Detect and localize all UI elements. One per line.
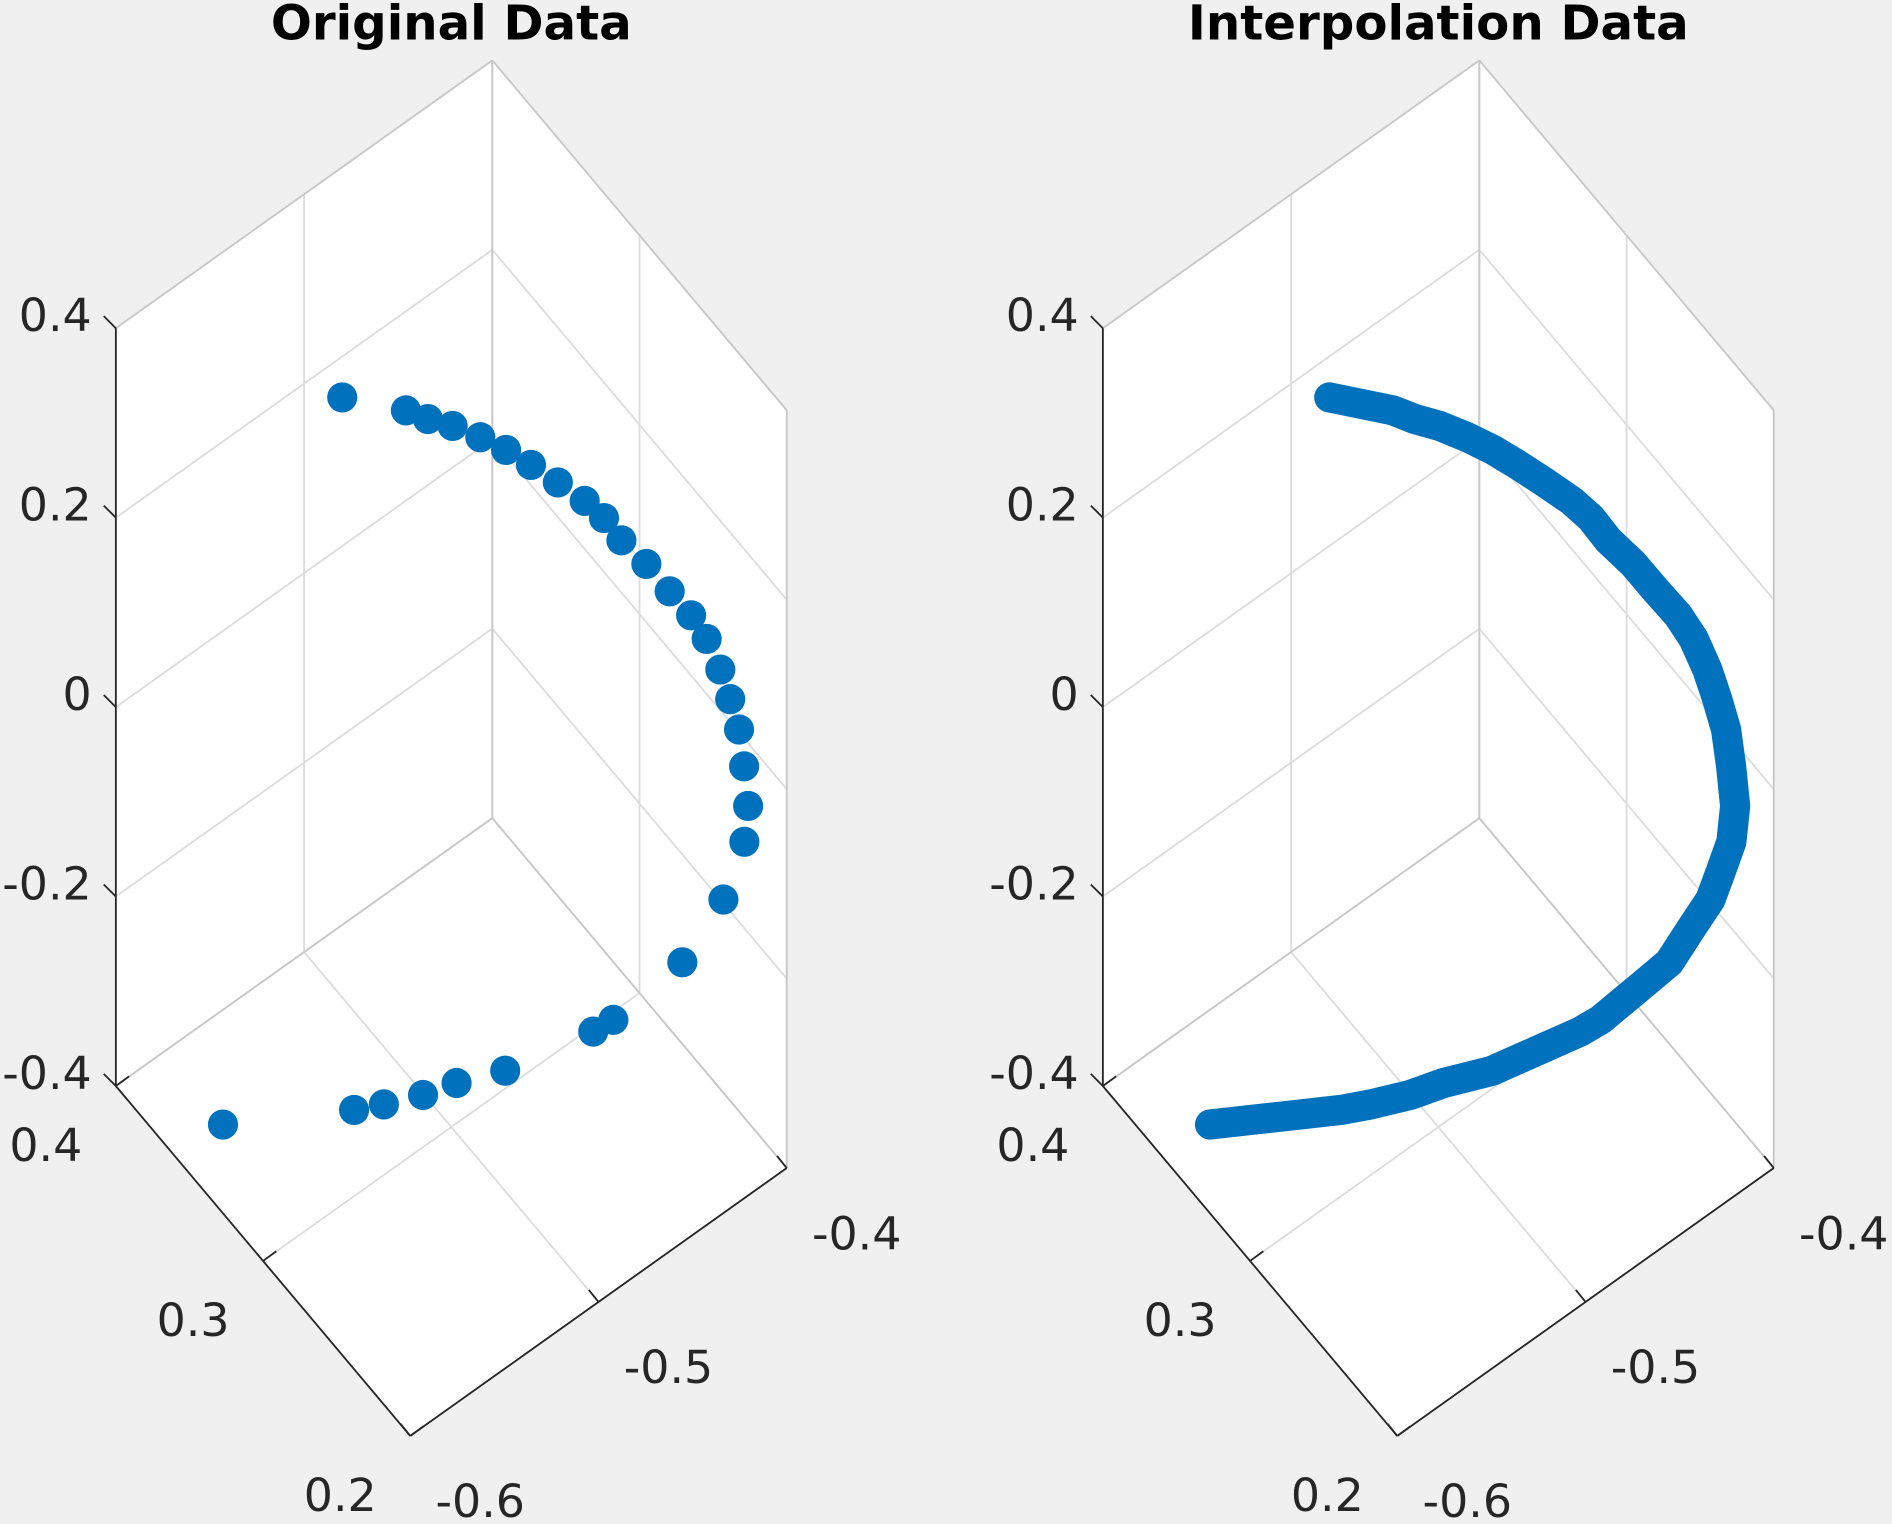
x-tick bbox=[399, 1423, 411, 1437]
z-tick-label: 0 bbox=[63, 667, 92, 721]
subplot: -0.4 -0.2 0 0.2 0.4 0.2 0.3 0.4 -0.6 -0.5 -0.4 Orig… bbox=[2, 0, 901, 1524]
point bbox=[465, 422, 496, 453]
box-edge bbox=[491, 817, 788, 1169]
y-tick bbox=[262, 1250, 277, 1262]
x-tick bbox=[1386, 1423, 1398, 1437]
z-tick bbox=[103, 504, 117, 519]
axes-pane bbox=[1102, 60, 1774, 1436]
box-edge bbox=[1102, 59, 1480, 329]
point bbox=[490, 434, 522, 465]
z-tick bbox=[103, 694, 117, 708]
point bbox=[691, 623, 722, 655]
z-tick bbox=[1090, 315, 1104, 329]
y-tick bbox=[115, 1075, 130, 1087]
point bbox=[705, 654, 736, 685]
x-tick bbox=[588, 1289, 600, 1303]
z-tick bbox=[1090, 504, 1104, 519]
x-tick-label: -0.5 bbox=[624, 1340, 713, 1394]
point bbox=[368, 1089, 399, 1120]
x-tick bbox=[1575, 1289, 1587, 1303]
z-tick bbox=[1090, 1073, 1104, 1087]
y-tick bbox=[409, 1425, 425, 1437]
y-tick-label: 0.3 bbox=[157, 1293, 230, 1347]
y-tick bbox=[1102, 1075, 1117, 1087]
point bbox=[569, 485, 600, 516]
z-tick-label: -0.4 bbox=[2, 1046, 91, 1100]
point bbox=[631, 548, 662, 579]
x-tick bbox=[776, 1155, 788, 1169]
point bbox=[729, 826, 760, 857]
point bbox=[588, 502, 620, 534]
chart-title: Original Data bbox=[271, 0, 632, 52]
y-tick-label: 0.2 bbox=[1291, 1468, 1364, 1522]
x-tick-label: -0.6 bbox=[436, 1474, 525, 1524]
point bbox=[338, 1094, 370, 1126]
point bbox=[723, 714, 755, 745]
z-tick-label: 0.2 bbox=[19, 478, 92, 532]
x-tick-label: -0.6 bbox=[1423, 1474, 1512, 1524]
z-tick-label: 0.2 bbox=[1006, 478, 1079, 532]
point bbox=[542, 467, 573, 498]
z-tick bbox=[1090, 883, 1104, 898]
y-tick-label: 0.4 bbox=[9, 1118, 82, 1172]
chart-title: Interpolation Data bbox=[1188, 0, 1689, 52]
curve bbox=[1194, 382, 1751, 1140]
axes-pane bbox=[115, 60, 787, 1436]
x-tick-label: -0.5 bbox=[1611, 1340, 1700, 1394]
y-tick-label: 0.3 bbox=[1144, 1293, 1217, 1347]
point bbox=[578, 1016, 609, 1047]
point bbox=[437, 410, 468, 442]
point bbox=[708, 884, 739, 915]
point bbox=[407, 1079, 439, 1111]
z-tick-label: 0 bbox=[1050, 667, 1079, 721]
x-tick-label: -0.4 bbox=[812, 1206, 901, 1260]
box-edge bbox=[115, 817, 493, 1087]
box-edge bbox=[1102, 817, 1480, 1087]
point bbox=[207, 1109, 239, 1140]
point bbox=[654, 576, 685, 607]
z-tick-label: 0.4 bbox=[19, 288, 92, 342]
z-tick bbox=[1090, 694, 1104, 708]
box-edge bbox=[115, 59, 493, 329]
point bbox=[515, 449, 547, 481]
z-tick-label: -0.2 bbox=[989, 856, 1078, 910]
x-tick bbox=[1763, 1155, 1775, 1169]
point bbox=[327, 382, 358, 413]
point bbox=[715, 684, 746, 715]
subplot: -0.4 -0.2 0 0.2 0.4 0.2 0.3 0.4 -0.6 -0.5 -0.4 Inte… bbox=[989, 0, 1888, 1524]
y-tick-label: 0.4 bbox=[996, 1118, 1069, 1172]
box-edge bbox=[491, 59, 788, 411]
z-tick bbox=[103, 315, 117, 329]
z-tick bbox=[103, 1073, 117, 1087]
z-tick bbox=[103, 883, 117, 898]
point bbox=[667, 947, 698, 978]
point bbox=[412, 403, 444, 435]
y-tick-label: 0.2 bbox=[304, 1468, 377, 1522]
point bbox=[729, 751, 760, 782]
x-tick-label: -0.4 bbox=[1799, 1206, 1888, 1260]
grid-line bbox=[262, 992, 641, 1262]
box-edge bbox=[1478, 59, 1775, 411]
y-tick bbox=[1249, 1250, 1264, 1262]
point bbox=[606, 525, 637, 556]
point bbox=[441, 1067, 472, 1099]
y-tick bbox=[1396, 1425, 1412, 1437]
point bbox=[676, 600, 707, 631]
point bbox=[490, 1055, 521, 1086]
z-tick-label: -0.2 bbox=[2, 856, 91, 910]
point bbox=[733, 790, 764, 822]
z-tick-label: 0.4 bbox=[1006, 288, 1079, 342]
z-tick-label: -0.4 bbox=[989, 1046, 1078, 1100]
